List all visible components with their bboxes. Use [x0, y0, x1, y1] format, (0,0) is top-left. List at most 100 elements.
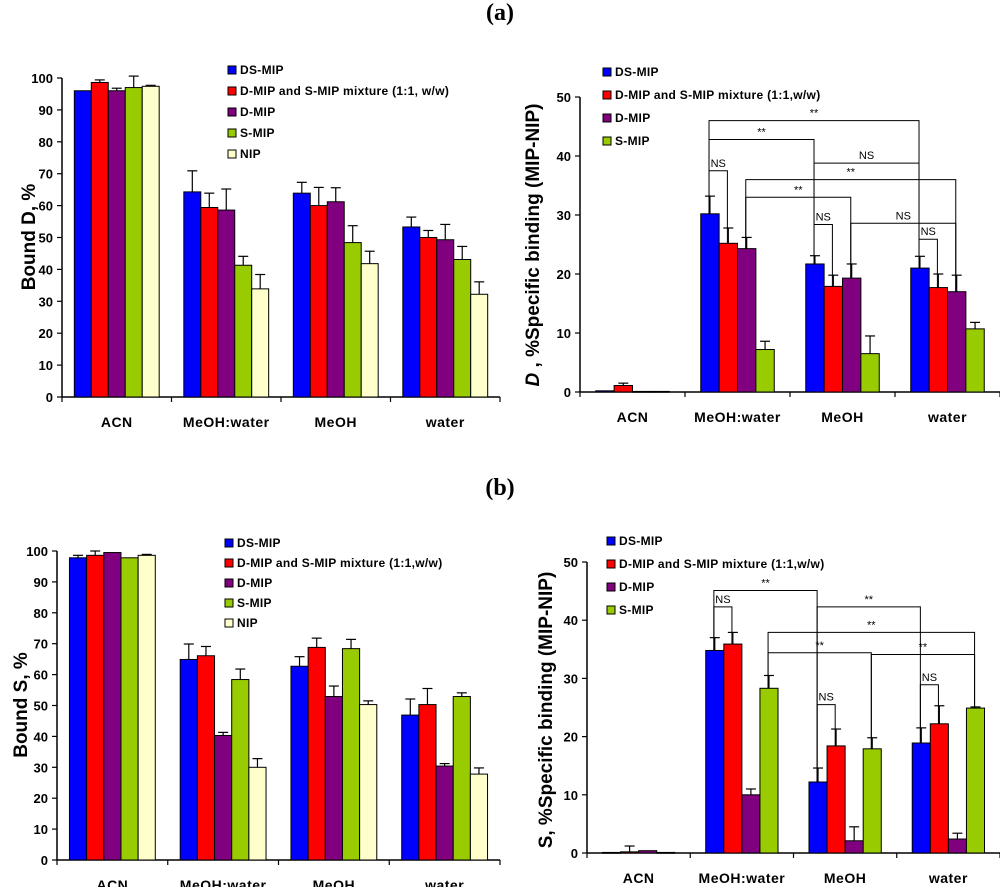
significance-bracket	[813, 162, 920, 269]
y-tick-label: 20	[557, 267, 571, 282]
bar-d-mip	[737, 248, 757, 393]
legend-swatch	[224, 538, 234, 548]
bar-ds-mip	[292, 192, 311, 398]
legend-swatch	[606, 605, 616, 615]
significance-label: NS	[921, 226, 936, 238]
bar-s-mip	[343, 242, 362, 398]
x-category-label: MeOH	[824, 870, 866, 886]
bar-d-mip	[435, 765, 454, 861]
bar-d-mip	[107, 90, 126, 398]
legend-label: S-MIP	[619, 603, 654, 617]
legend-label: NIP	[237, 616, 258, 630]
x-category-label: water	[424, 877, 464, 887]
bar-d-mip	[638, 850, 658, 854]
bar-s-mip	[755, 349, 775, 393]
chart-a_left: 0 10 20 30 40 50 60 70 80 90 100 ACN MeOH:water MeOH w…	[19, 63, 501, 430]
y-axis-label-text: S, %Specific binding (MIP-NIP)	[536, 572, 557, 849]
bar-ds-mip	[601, 851, 622, 854]
bar-d-mip	[947, 291, 967, 393]
y-tick-label: 50	[34, 699, 48, 714]
significance-label: **	[761, 578, 770, 590]
y-tick-label: 70	[39, 167, 53, 182]
panel-title-a: (a)	[486, 0, 514, 26]
legend-label: S-MIP	[240, 126, 275, 140]
y-tick-label: 60	[39, 199, 53, 214]
significance-bracket	[745, 196, 852, 279]
bar-d-mip	[103, 552, 122, 861]
bar-s-mip	[234, 264, 253, 398]
x-category-label: MeOH:water	[180, 877, 267, 887]
bar-d-mip	[214, 734, 233, 861]
bar-s-mip	[452, 696, 471, 861]
y-tick-label: 0	[571, 846, 578, 861]
significance-label: **	[810, 108, 819, 120]
legend-label: NIP	[240, 147, 261, 161]
x-category-label: MeOH	[315, 414, 357, 430]
y-axis-label-variable: D	[523, 372, 544, 386]
y-tick-label: 10	[564, 788, 578, 803]
bar-nip	[470, 293, 489, 398]
y-tick-label: 0	[41, 853, 48, 868]
significance-bracket	[708, 170, 728, 244]
x-category-label: ACN	[617, 409, 649, 425]
y-tick-label: 30	[39, 294, 53, 309]
legend-label: D-MIP	[615, 111, 651, 125]
significance-bracket	[850, 222, 957, 292]
legend-label: D-MIP and S-MIP mixture (1:1,w/w)	[619, 557, 825, 571]
significance-label: **	[815, 640, 824, 652]
bar-s-mip	[124, 87, 143, 398]
x-category-label: water	[928, 870, 968, 886]
significance-label: **	[867, 619, 876, 631]
x-category-label: MeOH	[313, 877, 355, 887]
bar-d-mip-and-s-mip-mixture-1-1-w-w-	[823, 285, 843, 393]
significance-label: **	[864, 594, 873, 606]
significance-label: NS	[859, 150, 874, 162]
y-tick-label: 50	[557, 90, 571, 105]
bar-d-mip	[324, 696, 343, 861]
y-tick-label: 30	[557, 208, 571, 223]
bar-nip	[137, 554, 156, 861]
legend-label: D-MIP and S-MIP mixture (1:1,w/w)	[615, 88, 821, 102]
bar-s-mip	[965, 328, 985, 393]
legend-label: D-MIP	[619, 580, 655, 594]
bar-d-mip	[326, 201, 345, 398]
chart-b_right: 0 10 20 30 40 50 ACN MeOH:water MeOH water S, %Spe…	[536, 534, 1000, 886]
legend-swatch	[227, 65, 237, 75]
bar-d-mip-and-s-mip-mixture-1-1-w-w-	[723, 643, 743, 854]
bar-s-mip	[759, 687, 779, 854]
bar-d-mip	[217, 209, 236, 398]
bar-d-mip	[741, 794, 761, 854]
bar-d-mip-and-s-mip-mixture-1-1-w-w-	[196, 655, 216, 861]
bar-d-mip-and-s-mip-mixture-1-1-w-w-	[200, 207, 219, 398]
significance-label: **	[794, 184, 803, 196]
bar-d-mip-and-s-mip-mixture-1-1-w-w-	[307, 646, 326, 861]
bar-ds-mip	[68, 557, 88, 861]
legend-swatch	[606, 536, 616, 546]
bar-s-mip	[341, 648, 361, 861]
bar-ds-mip	[401, 714, 420, 861]
bar-d-mip-and-s-mip-mixture-1-1-w-w-	[826, 745, 846, 854]
y-tick-label: 80	[34, 606, 48, 621]
y-tick-label: 0	[46, 390, 53, 405]
legend-label: D-MIP	[240, 105, 276, 119]
y-tick-label: 10	[557, 326, 571, 341]
bar-d-mip-and-s-mip-mixture-1-1-w-w-	[418, 704, 437, 861]
significance-label: NS	[715, 594, 730, 606]
significance-bracket	[813, 223, 833, 287]
y-tick-label: 70	[34, 637, 48, 652]
significance-label: NS	[819, 692, 834, 704]
significance-bracket	[816, 704, 836, 782]
bar-ds-mip	[700, 213, 720, 393]
y-axis-label-text: , %Specific binding (MIP-NIP)	[523, 104, 544, 373]
y-tick-label: 50	[564, 555, 578, 570]
bar-d-mip	[947, 838, 967, 854]
significance-label: NS	[922, 672, 937, 684]
bar-s-mip	[965, 707, 986, 854]
bar-d-mip-and-s-mip-mixture-1-1-w-w-	[309, 205, 328, 398]
legend-label: DS-MIP	[619, 534, 663, 548]
x-category-label: MeOH:water	[699, 870, 786, 886]
bar-ds-mip	[805, 263, 825, 393]
y-axis-label: Bound S, %	[11, 652, 32, 758]
significance-bracket	[816, 606, 921, 782]
